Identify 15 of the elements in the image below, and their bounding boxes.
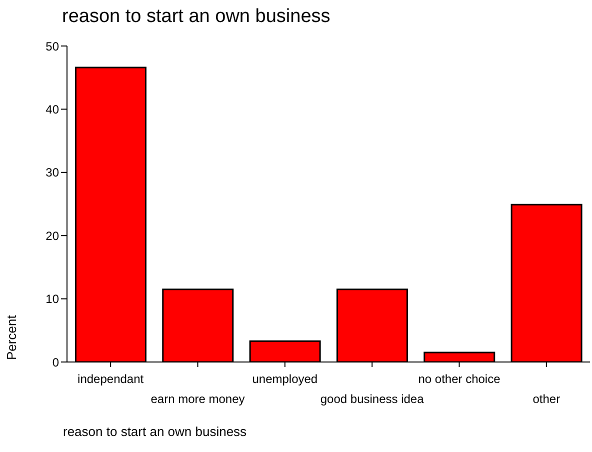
x-tick-label: independant (78, 372, 144, 386)
y-tick-label: 10 (46, 292, 60, 306)
y-tick-label: 20 (46, 228, 60, 243)
x-axis-title: reason to start an own business (63, 424, 247, 439)
chart-title: reason to start an own business (62, 6, 330, 28)
x-tick-label: other (532, 392, 560, 406)
x-tick-label: good business idea (320, 392, 424, 406)
y-axis-title: Percent (4, 315, 20, 360)
x-tick-label: no other choice (418, 372, 501, 386)
y-tick-label: 50 (46, 39, 60, 54)
y-tick-label: 0 (52, 355, 60, 370)
y-tick-label: 30 (46, 166, 60, 180)
x-tick-label: unemployed (252, 372, 318, 386)
x-tick-label: earn more money (150, 392, 245, 406)
y-tick-label: 40 (46, 102, 60, 116)
